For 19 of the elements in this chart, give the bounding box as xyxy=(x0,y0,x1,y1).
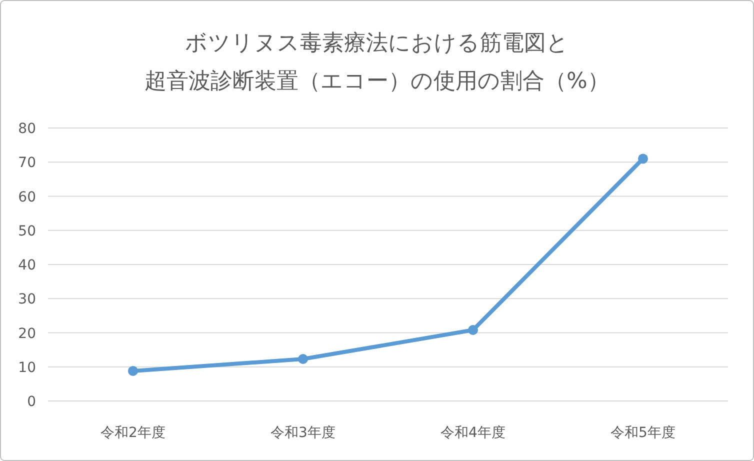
chart-title: ボツリヌス毒素療法における筋電図と xyxy=(185,31,569,56)
y-tick-label: 40 xyxy=(18,258,36,274)
y-tick-label: 80 xyxy=(18,121,36,137)
chart-subtitle: 超音波診断装置（エコー）の使用の割合（%） xyxy=(144,69,610,94)
x-tick-label: 令和2年度 xyxy=(100,425,166,441)
x-tick-label: 令和3年度 xyxy=(270,425,336,441)
x-tick-label: 令和4年度 xyxy=(440,425,506,441)
y-tick-label: 0 xyxy=(27,394,36,410)
y-tick-label: 60 xyxy=(18,189,36,206)
x-tick-label: 令和5年度 xyxy=(610,425,676,441)
y-tick-label: 10 xyxy=(18,360,36,376)
y-tick-label: 30 xyxy=(18,292,36,308)
point xyxy=(128,366,138,376)
y-tick-label: 20 xyxy=(18,326,36,342)
point xyxy=(298,354,308,364)
point xyxy=(638,154,648,164)
y-tick-label: 50 xyxy=(18,223,36,240)
point xyxy=(468,325,478,336)
y-tick-label: 70 xyxy=(18,155,36,172)
